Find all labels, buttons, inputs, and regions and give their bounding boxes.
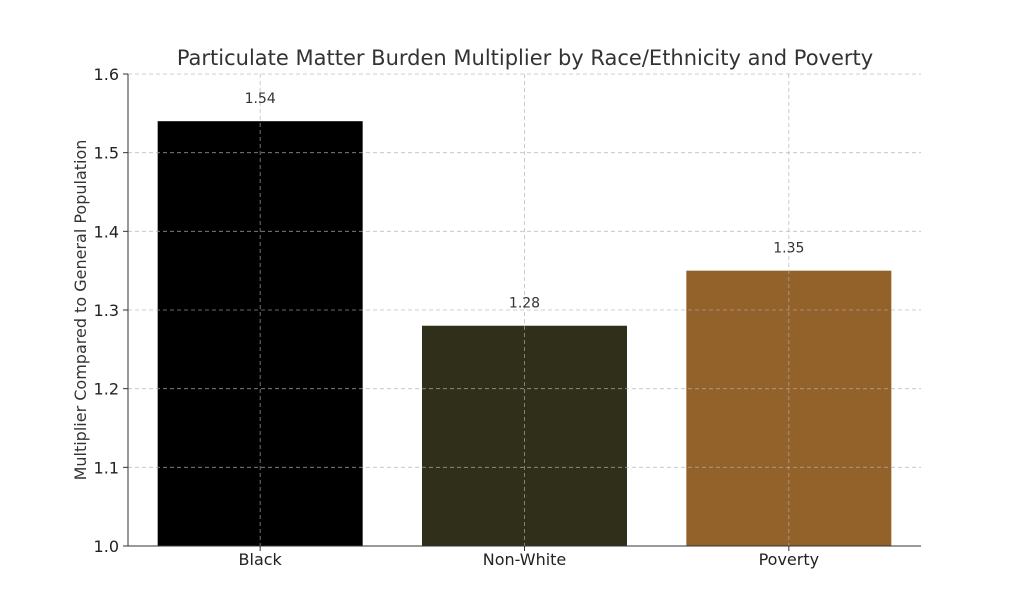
data-label: 1.35	[773, 241, 804, 257]
bar-non-white	[422, 325, 627, 546]
y-tick-label: 1.0	[94, 537, 119, 556]
y-tick-label: 1.6	[94, 65, 119, 84]
y-tick-label: 1.4	[94, 222, 119, 241]
x-tick-label: Non-White	[483, 550, 567, 569]
x-tick-label: Black	[239, 550, 283, 569]
data-label: 1.28	[509, 296, 540, 312]
y-tick-label: 1.2	[94, 380, 119, 399]
data-label: 1.54	[245, 91, 276, 107]
y-tick-label: 1.3	[94, 301, 119, 320]
y-axis-label: Multiplier Compared to General Populatio…	[71, 140, 90, 481]
y-tick-label: 1.5	[94, 144, 119, 163]
y-tick-label: 1.1	[94, 458, 119, 477]
bar-poverty	[686, 270, 892, 546]
chart-title: Particulate Matter Burden Multiplier by …	[177, 46, 873, 70]
x-tick-label: Poverty	[759, 550, 820, 569]
